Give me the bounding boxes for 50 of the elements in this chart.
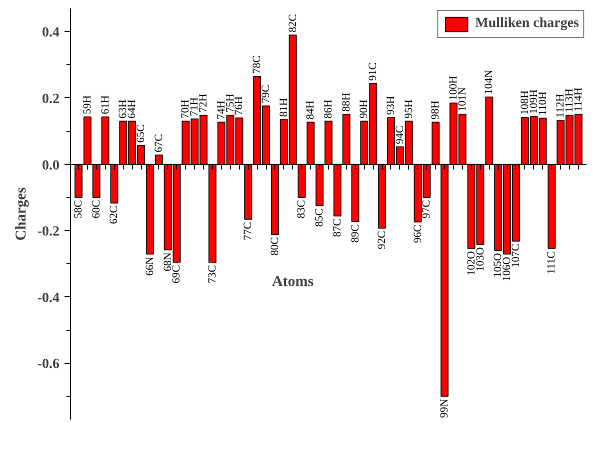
x-tick-label: 91C: [367, 62, 380, 81]
y-axis-title: Charges: [13, 187, 30, 241]
x-tick-label: 58C: [72, 200, 85, 218]
x-tick-label: 83C: [296, 200, 308, 218]
y-tick-label: -0.2: [37, 224, 60, 240]
x-tick-label: 86H: [322, 100, 334, 119]
x-tick-label: 62C: [108, 206, 120, 224]
x-tick-label: 84H: [304, 100, 317, 120]
y-tick-label: -0.6: [37, 357, 60, 372]
x-tick-label: 80C: [268, 237, 281, 256]
x-tick-label: 85C: [314, 208, 326, 227]
x-tick-label: 107C: [510, 244, 522, 268]
x-tick-label: 81H: [278, 98, 290, 117]
x-tick-label: 66N: [144, 256, 156, 276]
x-tick-label: 67C: [152, 134, 165, 152]
x-tick-label: 92C: [376, 230, 388, 250]
x-tick-label: 95H: [402, 100, 415, 119]
x-tick-label: 76H: [233, 96, 246, 116]
x-tick-label: 79C: [260, 84, 272, 104]
x-tick-label: 69C: [170, 265, 183, 284]
x-tick-label: 74H: [215, 100, 228, 120]
y-tick-label: 0.2: [42, 92, 60, 107]
x-tick-label: 72H: [198, 94, 210, 113]
x-tick-label: 114H: [572, 87, 584, 112]
x-tick-label: 82C: [286, 14, 299, 32]
x-tick-label: 61H: [99, 95, 112, 114]
legend-label: Mulliken charges: [475, 16, 579, 32]
x-tick-label: 99N: [438, 398, 451, 418]
x-tick-label: 94C: [394, 126, 406, 144]
x-tick-label: 96C: [412, 224, 424, 243]
x-tick-label: 90H: [358, 100, 370, 119]
x-tick-label: 64H: [126, 100, 138, 119]
x-axis-title: Atoms: [272, 274, 314, 290]
x-tick-label: 93H: [384, 96, 397, 115]
x-tick-label: 65C: [135, 124, 148, 143]
x-tick-label: 89C: [349, 224, 362, 243]
x-tick-label: 78C: [251, 55, 264, 74]
y-tick-label: 0.4: [42, 26, 60, 41]
x-tick-label: 73C: [206, 265, 218, 284]
x-tick-label: 98H: [430, 100, 442, 120]
x-tick-label: 88H: [340, 92, 352, 112]
y-tick-label: 0.0: [42, 158, 60, 174]
y-tick-label: -0.4: [37, 290, 60, 306]
x-tick-label: 59H: [81, 95, 94, 114]
x-tick-label: 111C: [546, 251, 558, 274]
x-tick-label: 97C: [420, 200, 433, 218]
x-tick-label: 60C: [90, 200, 102, 218]
x-tick-label: 87C: [331, 218, 344, 237]
x-tick-label: 104N: [483, 70, 496, 94]
x-tick-label: 77C: [242, 222, 254, 240]
